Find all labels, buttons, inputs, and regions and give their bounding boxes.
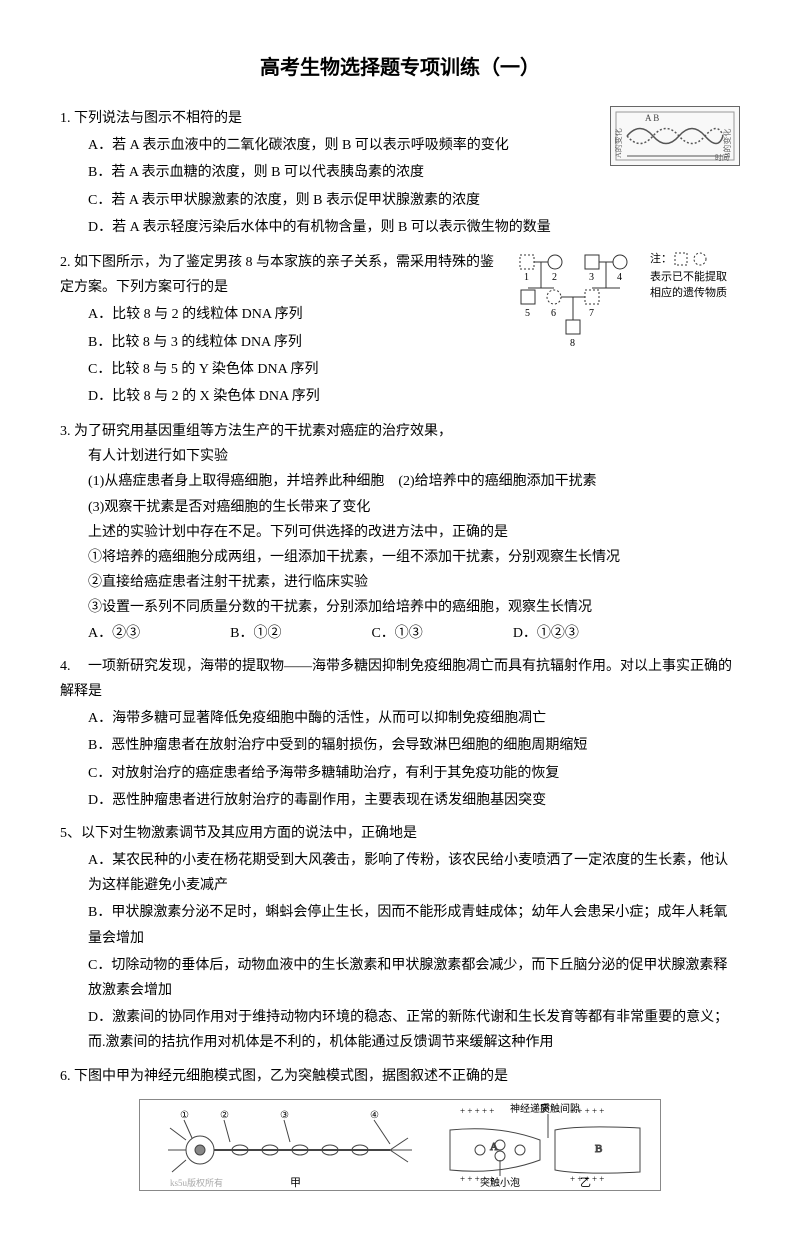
q3-opt-d: D．①②③ bbox=[513, 621, 579, 646]
q6-stem: 下图中甲为神经元细胞模式图，乙为突触模式图，据图叙述不正确的是 bbox=[74, 1069, 508, 1084]
svg-text:2: 2 bbox=[552, 272, 557, 283]
q5-opt-b: B．甲状腺激素分泌不足时，蝌蚪会停止生长，因而不能形成青蛙成体；幼年人会患呆小症… bbox=[88, 900, 740, 950]
q3-options-row: A．②③ B．①② C．①③ D．①②③ bbox=[88, 621, 740, 646]
question-1: A的变化 B的变化 A B 时间 1. 下列说法与图示不相符的是 A．若 A 表… bbox=[60, 106, 740, 242]
svg-text:③: ③ bbox=[280, 1110, 289, 1121]
svg-text:3: 3 bbox=[589, 272, 594, 283]
svg-text:4: 4 bbox=[617, 272, 622, 283]
svg-text:A: A bbox=[490, 1141, 498, 1153]
q3-sub-5: ②直接给癌症患者注射干扰素，进行临床实验 bbox=[88, 570, 740, 595]
svg-text:突触间隙: 突触间隙 bbox=[540, 1102, 580, 1115]
q5-opt-c: C．切除动物的垂体后，动物血液中的生长激素和甲状腺激素都会减少，而下丘脑分泌的促… bbox=[88, 953, 740, 1003]
q3-sub-3: 上述的实验计划中存在不足。下列可供选择的改进方法中，正确的是 bbox=[88, 520, 740, 545]
svg-text:B: B bbox=[595, 1143, 602, 1155]
q5-opt-d: D．激素间的协同作用对于维持动物内环境的稳态、正常的新陈代谢和生长发育等都有非常… bbox=[88, 1005, 740, 1055]
svg-text:甲: 甲 bbox=[290, 1177, 301, 1189]
svg-text:乙: 乙 bbox=[580, 1176, 591, 1189]
q6-num: 6. bbox=[60, 1069, 71, 1084]
svg-text:表示已不能提取: 表示已不能提取 bbox=[650, 269, 727, 283]
figure-q1: A的变化 B的变化 A B 时间 bbox=[610, 106, 740, 166]
q3-sub-6: ③设置一系列不同质量分数的干扰素，分别添加给培养中的癌细胞，观察生长情况 bbox=[88, 595, 740, 620]
q4-num: 4. bbox=[60, 659, 71, 674]
svg-text:7: 7 bbox=[589, 308, 594, 319]
question-5: 5、以下对生物激素调节及其应用方面的说法中，正确地是 A．某农民种的小麦在杨花期… bbox=[60, 821, 740, 1056]
svg-text:A B: A B bbox=[645, 113, 659, 123]
svg-text:5: 5 bbox=[525, 308, 530, 319]
q3-sub-1: (1)从癌症患者身上取得癌细胞，并培养此种细胞 (2)给培养中的癌细胞添加干扰素 bbox=[88, 469, 740, 494]
q2-opt-c: C．比较 8 与 5 的 Y 染色体 DNA 序列 bbox=[88, 357, 740, 382]
page-title: 高考生物选择题专项训练（一） bbox=[60, 50, 740, 86]
q1-opt-d: D．若 A 表示轻度污染后水体中的有机物含量，则 B 可以表示微生物的数量 bbox=[88, 215, 740, 240]
q1-num: 1. bbox=[60, 111, 71, 126]
svg-text:注：: 注： bbox=[650, 251, 672, 265]
q5-stem: 以下对生物激素调节及其应用方面的说法中，正确地是 bbox=[81, 826, 417, 841]
figure-q6: ① ② ③ ④ ks5u版权所有 甲 AB + + + + ++ + + + +… bbox=[60, 1099, 740, 1200]
q5-opt-a: A．某农民种的小麦在杨花期受到大风袭击，影响了传粉，该农民给小麦喷洒了一定浓度的… bbox=[88, 848, 740, 898]
svg-text:6: 6 bbox=[551, 308, 556, 319]
svg-text:①: ① bbox=[180, 1110, 189, 1121]
q3-opt-b: B．①② bbox=[230, 621, 281, 646]
svg-text:突触小泡: 突触小泡 bbox=[480, 1176, 520, 1189]
svg-text:ks5u版权所有: ks5u版权所有 bbox=[170, 1177, 223, 1188]
svg-text:A的变化: A的变化 bbox=[615, 128, 623, 158]
q4-opt-d: D．恶性肿瘤患者进行放射治疗的毒副作用，主要表现在诱发细胞基因突变 bbox=[88, 788, 740, 813]
svg-text:④: ④ bbox=[370, 1110, 379, 1121]
svg-text:1: 1 bbox=[524, 272, 529, 283]
q2-stem: 如下图所示，为了鉴定男孩 8 与本家族的亲子关系，需采用特殊的鉴定方案。下列方案… bbox=[60, 255, 494, 295]
svg-text:时间: 时间 bbox=[715, 153, 729, 161]
q4-stem: 一项新研究发现，海带的提取物——海带多糖因抑制免疫细胞凋亡而具有抗辐射作用。对以… bbox=[60, 659, 732, 699]
question-2: 1 2 3 4 5 6 7 8 注： 表示已不能提取 相应的遗传物质 2. 如 bbox=[60, 250, 740, 411]
q3-stem: 为了研究用基因重组等方法生产的干扰素对癌症的治疗效果， bbox=[74, 424, 452, 439]
svg-text:8: 8 bbox=[570, 338, 575, 349]
question-3: 3. 为了研究用基因重组等方法生产的干扰素对癌症的治疗效果， 有人计划进行如下实… bbox=[60, 419, 740, 646]
q3-opt-a: A．②③ bbox=[88, 621, 140, 646]
q1-opt-c: C．若 A 表示甲状腺激素的浓度，则 B 表示促甲状腺激素的浓度 bbox=[88, 188, 740, 213]
q4-opt-a: A．海带多糖可显著降低免疫细胞中酶的活性，从而可以抑制免疫细胞凋亡 bbox=[88, 706, 740, 731]
q3-num: 3. bbox=[60, 424, 71, 439]
svg-text:②: ② bbox=[220, 1110, 229, 1121]
q5-num: 5、 bbox=[60, 826, 81, 841]
q3-sub-2: (3)观察干扰素是否对癌细胞的生长带来了变化 bbox=[88, 495, 740, 520]
q4-opt-c: C．对放射治疗的癌症患者给予海带多糖辅助治疗，有利于其免疫功能的恢复 bbox=[88, 761, 740, 786]
figure-q2-pedigree: 1 2 3 4 5 6 7 8 注： 表示已不能提取 相应的遗传物质 bbox=[510, 250, 740, 350]
q3-opt-c: C．①③ bbox=[371, 621, 422, 646]
q3-sub-0: 有人计划进行如下实验 bbox=[88, 444, 740, 469]
q2-opt-d: D．比较 8 与 2 的 X 染色体 DNA 序列 bbox=[88, 384, 740, 409]
svg-text:相应的遗传物质: 相应的遗传物质 bbox=[650, 285, 727, 299]
question-4: 4. 一项新研究发现，海带的提取物——海带多糖因抑制免疫细胞凋亡而具有抗辐射作用… bbox=[60, 654, 740, 813]
svg-text:+ + + + +: + + + + + bbox=[460, 1106, 494, 1116]
q2-num: 2. bbox=[60, 255, 71, 270]
q1-stem: 下列说法与图示不相符的是 bbox=[74, 111, 242, 126]
q3-sub-4: ①将培养的癌细胞分成两组，一组添加干扰素，一组不添加干扰素，分别观察生长情况 bbox=[88, 545, 740, 570]
q4-opt-b: B．恶性肿瘤患者在放射治疗中受到的辐射损伤，会导致淋巴细胞的细胞周期缩短 bbox=[88, 733, 740, 758]
